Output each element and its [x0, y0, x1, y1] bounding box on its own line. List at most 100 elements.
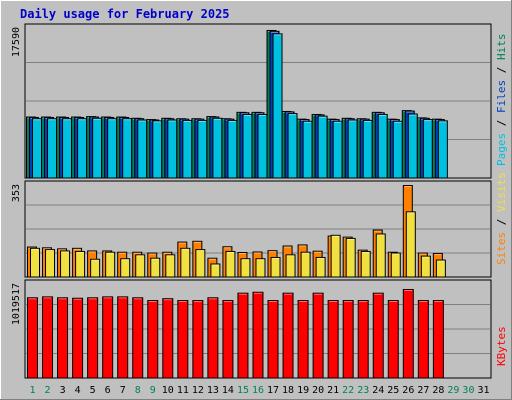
legend-kbytes: KBytes — [495, 326, 508, 366]
kbytes-bar-kbytes-day-11 — [177, 300, 189, 379]
legend-files: Files — [495, 80, 508, 113]
visits-bar-sites-day-26 — [405, 211, 416, 278]
hits-bar-pages-day-10 — [167, 119, 178, 179]
hits-bar-pages-day-12 — [197, 119, 208, 179]
x-tick-label-22: 22 — [342, 385, 354, 396]
kbytes-bar-kbytes-day-7 — [117, 296, 129, 379]
kbytes-bar-kbytes-day-20 — [312, 292, 324, 379]
kbytes-bar-kbytes-day-5 — [87, 297, 99, 379]
kbytes-bar-kbytes-day-24 — [372, 292, 384, 379]
hits-bar-pages-day-22 — [347, 119, 358, 179]
hits-bar-pages-day-23 — [362, 119, 373, 179]
x-tick-label-2: 2 — [45, 385, 51, 396]
kbytes-bar-kbytes-day-1 — [27, 297, 38, 379]
x-tick-label-29: 29 — [447, 385, 459, 396]
x-tick-label-18: 18 — [282, 385, 294, 396]
chart-panels: 17590 Pages / Files / Hits 353 Sites / Visi… — [11, 23, 508, 379]
x-tick-label-3: 3 — [60, 385, 66, 396]
hits-legend: Pages / Files / Hits — [495, 34, 508, 167]
kbytes-bar-kbytes-day-4 — [72, 297, 84, 379]
x-tick-label-28: 28 — [432, 385, 444, 396]
visits-bar-sites-day-11 — [180, 247, 191, 278]
hits-bar-pages-day-16 — [257, 113, 268, 179]
legend-visits: Visits — [495, 172, 508, 212]
x-tick-label-31: 31 — [477, 385, 489, 396]
chart-title: Daily usage for February 2025 — [20, 7, 230, 21]
hits-bar-pages-day-9 — [152, 120, 163, 179]
hits-bar-pages-day-25 — [392, 120, 403, 179]
kbytes-panel: 1019517 KBytes — [11, 279, 508, 379]
kbytes-legend: KBytes — [495, 326, 508, 366]
kbytes-bar-kbytes-day-3 — [57, 297, 69, 379]
kbytes-bar-kbytes-day-9 — [147, 300, 159, 379]
x-tick-label-4: 4 — [75, 385, 81, 396]
hits-bar-pages-day-19 — [302, 120, 313, 179]
visits-bar-sites-day-3 — [60, 250, 71, 278]
visits-bar-sites-day-10 — [165, 254, 176, 278]
hits-bar-pages-day-21 — [332, 120, 343, 179]
visits-bar-sites-day-5 — [90, 258, 101, 278]
x-tick-label-1: 1 — [30, 385, 36, 396]
hits-bar-pages-day-5 — [92, 117, 103, 179]
x-tick-label-26: 26 — [402, 385, 414, 396]
visits-bar-sites-day-12 — [195, 249, 206, 278]
hits-bar-pages-day-2 — [47, 118, 58, 179]
visits-bar-sites-day-19 — [300, 251, 311, 278]
kbytes-bar-kbytes-day-25 — [387, 300, 399, 379]
x-tick-label-14: 14 — [222, 385, 234, 396]
visits-bar-sites-day-24 — [375, 233, 386, 278]
kbytes-bar-kbytes-day-6 — [102, 296, 114, 379]
x-tick-label-9: 9 — [150, 385, 156, 396]
x-axis-day-labels: 1 2 3 4 5 6 7 8 9 10 11 12 13 14 15 16 17 18 19 20 21 22 23 24 2… — [30, 385, 490, 396]
visits-bar-sites-day-4 — [75, 250, 86, 278]
hits-bar-pages-day-11 — [182, 119, 193, 179]
hits-bar-pages-day-7 — [122, 118, 133, 179]
hits-bar-pages-day-6 — [107, 118, 118, 179]
visits-bar-sites-day-22 — [345, 237, 356, 278]
visits-bar-sites-day-14 — [225, 250, 236, 278]
hits-bar-pages-day-26 — [407, 113, 418, 179]
visits-max-label: 353 — [11, 184, 22, 202]
visits-bar-sites-day-23 — [360, 250, 371, 278]
x-tick-label-27: 27 — [417, 385, 429, 396]
visits-bar-sites-day-27 — [420, 255, 431, 278]
hits-bar-pages-day-4 — [77, 118, 88, 179]
hits-panel: 17590 Pages / Files / Hits — [11, 23, 508, 179]
x-tick-label-15: 15 — [237, 385, 249, 396]
visits-panel: 353 Sites / Visits — [11, 172, 508, 278]
x-tick-label-6: 6 — [105, 385, 111, 396]
kbytes-bar-kbytes-day-27 — [417, 300, 429, 379]
x-tick-label-16: 16 — [252, 385, 264, 396]
kbytes-bar-kbytes-day-28 — [432, 300, 444, 379]
hits-bar-pages-day-15 — [242, 113, 253, 179]
kbytes-bar-kbytes-day-18 — [282, 292, 294, 379]
kbytes-bar-kbytes-day-23 — [357, 300, 369, 379]
x-tick-label-5: 5 — [90, 385, 96, 396]
x-tick-label-7: 7 — [120, 385, 126, 396]
visits-bar-sites-day-17 — [270, 256, 281, 278]
legend-separator: / — [495, 60, 508, 80]
visits-bar-sites-day-18 — [285, 254, 296, 278]
x-tick-label-19: 19 — [297, 385, 309, 396]
x-tick-label-20: 20 — [312, 385, 324, 396]
x-tick-label-21: 21 — [327, 385, 339, 396]
kbytes-bar-kbytes-day-14 — [222, 300, 234, 379]
hits-bar-pages-day-18 — [287, 113, 298, 179]
legend-separator: / — [495, 212, 508, 232]
visits-bar-sites-day-9 — [150, 257, 161, 278]
hits-bar-pages-day-20 — [317, 115, 328, 179]
kbytes-max-label: 1019517 — [11, 283, 22, 325]
kbytes-bar-kbytes-day-26 — [402, 288, 414, 379]
x-tick-label-8: 8 — [135, 385, 141, 396]
kbytes-bar-kbytes-day-8 — [132, 297, 144, 379]
legend-hits: Hits — [495, 34, 508, 61]
hits-bar-pages-day-24 — [377, 113, 388, 179]
x-tick-label-11: 11 — [177, 385, 189, 396]
x-tick-label-10: 10 — [162, 385, 174, 396]
x-tick-label-25: 25 — [387, 385, 399, 396]
kbytes-bar-kbytes-day-22 — [342, 300, 354, 379]
hits-max-label: 17590 — [11, 27, 22, 57]
visits-bar-sites-day-20 — [315, 256, 326, 278]
x-tick-label-30: 30 — [462, 385, 474, 396]
